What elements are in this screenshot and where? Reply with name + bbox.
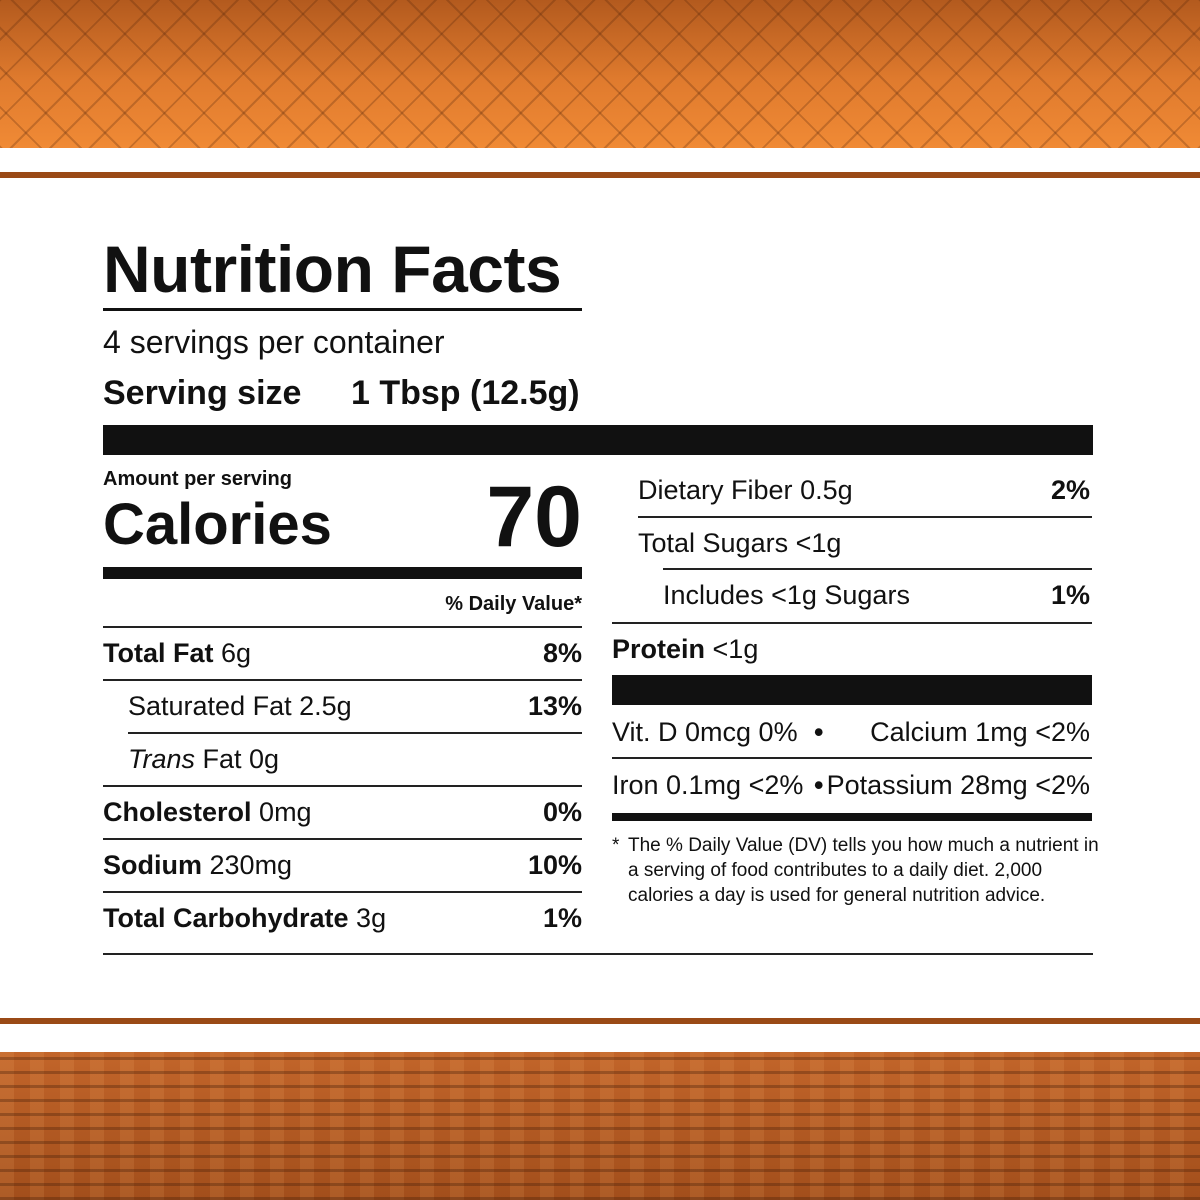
row-divider xyxy=(103,785,582,787)
iron: Iron 0.1mg <2% xyxy=(612,770,804,800)
calories-value: 70 xyxy=(486,469,582,565)
dv-total-carbohydrate: 1% xyxy=(542,903,582,933)
row-divider xyxy=(612,622,1092,624)
top-divider xyxy=(0,172,1200,178)
row-divider xyxy=(103,679,582,681)
vitamin-rule xyxy=(612,813,1092,821)
serving-size-label: Serving size xyxy=(103,374,302,412)
row-divider xyxy=(128,732,582,734)
footnote: * The % Daily Value (DV) tells you how m… xyxy=(612,833,1102,908)
row-divider xyxy=(103,838,582,840)
serving-size-value: 1 Tbsp (12.5g) xyxy=(351,374,580,412)
calories-label: Calories xyxy=(103,492,332,557)
calories-rule xyxy=(103,567,582,579)
title-rule xyxy=(103,308,582,311)
row-cholesterol: Cholesterol 0mg xyxy=(103,797,312,827)
daily-value-header: % Daily Value* xyxy=(445,593,582,615)
row-trans-fat: Trans Fat 0g xyxy=(128,744,280,774)
bottom-decorative-band xyxy=(0,1052,1200,1200)
row-added-sugars: Includes <1g Sugars xyxy=(663,580,910,610)
footnote-star: * xyxy=(612,835,620,856)
footnote-text: The % Daily Value (DV) tells you how muc… xyxy=(628,835,1099,906)
dv-total-fat: 8% xyxy=(542,638,582,668)
serving-size: Serving size 1 Tbsp (12.5g) xyxy=(103,374,580,412)
dv-cholesterol: 0% xyxy=(542,797,582,827)
row-total-fat: Total Fat 6g xyxy=(103,638,252,668)
bullet: • xyxy=(814,770,824,800)
row-total-carbohydrate: Total Carbohydrate 3g xyxy=(103,903,387,933)
row-sodium: Sodium 230mg xyxy=(103,850,293,880)
top-decorative-band xyxy=(0,0,1200,148)
dv-saturated-fat: 13% xyxy=(527,691,582,721)
row-divider xyxy=(663,568,1092,570)
row-saturated-fat: Saturated Fat 2.5g xyxy=(128,691,352,721)
dv-sodium: 10% xyxy=(527,850,582,880)
row-total-sugars: Total Sugars <1g xyxy=(638,528,842,558)
servings-per-container: 4 servings per container xyxy=(103,324,445,360)
row-protein: Protein <1g xyxy=(612,634,759,664)
label-title: Nutrition Facts xyxy=(103,232,562,306)
row-divider xyxy=(638,516,1092,518)
vitamin-bar xyxy=(612,675,1092,705)
vit-d: Vit. D 0mcg 0% xyxy=(612,717,798,747)
dv-dietary-fiber: 2% xyxy=(1050,475,1090,505)
bullet: • xyxy=(814,717,824,747)
row-divider xyxy=(103,626,582,628)
row-divider xyxy=(103,891,582,893)
row-divider xyxy=(612,757,1092,759)
potassium: Potassium 28mg <2% xyxy=(826,770,1090,800)
calcium: Calcium 1mg <2% xyxy=(870,717,1090,747)
bottom-rule xyxy=(103,953,1093,955)
row-dietary-fiber: Dietary Fiber 0.5g xyxy=(638,475,853,505)
thick-divider xyxy=(103,425,1093,455)
dv-added-sugars: 1% xyxy=(1050,580,1090,610)
amount-per-serving: Amount per serving xyxy=(103,468,292,490)
bottom-divider xyxy=(0,1018,1200,1024)
